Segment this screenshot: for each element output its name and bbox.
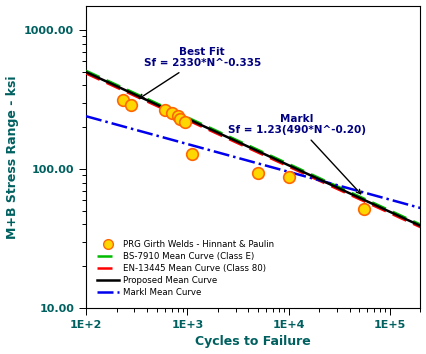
Point	[285, 175, 292, 180]
Point	[128, 102, 135, 108]
Legend: PRG Girth Welds - Hinnant & Paulin, BS-7910 Mean Curve (Class E), EN-13445 Mean : PRG Girth Welds - Hinnant & Paulin, BS-7…	[94, 237, 277, 301]
Text: Best Fit
Sf = 2330*N^-0.335: Best Fit Sf = 2330*N^-0.335	[139, 47, 261, 98]
X-axis label: Cycles to Failure: Cycles to Failure	[196, 336, 311, 348]
Point	[177, 116, 184, 122]
Text: MarkI
Sf = 1.23(490*N^-0.20): MarkI Sf = 1.23(490*N^-0.20)	[227, 114, 366, 194]
Point	[161, 107, 168, 113]
Point	[255, 171, 262, 176]
Point	[168, 110, 175, 116]
Point	[181, 119, 188, 125]
Point	[360, 206, 367, 211]
Y-axis label: M+B Stress Range - ksi: M+B Stress Range - ksi	[6, 75, 19, 239]
Point	[119, 97, 126, 103]
Point	[174, 113, 181, 119]
Point	[188, 151, 195, 157]
